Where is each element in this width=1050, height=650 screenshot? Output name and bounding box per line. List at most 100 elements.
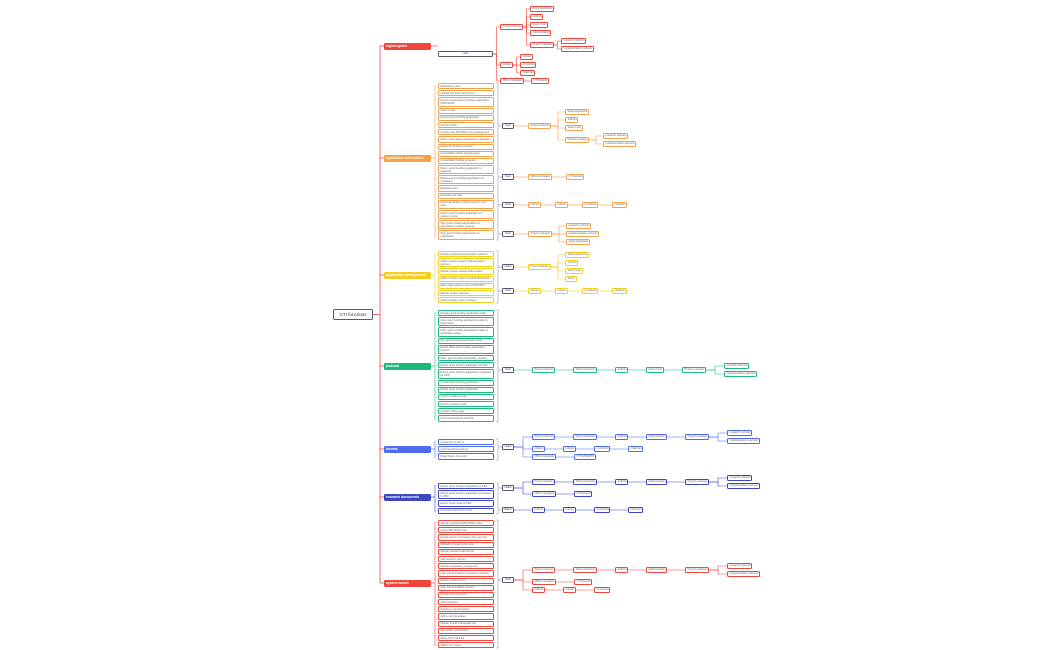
- role-node[interactable]: User: [502, 122, 514, 130]
- feature-item[interactable]: Add/complete project referees: [438, 297, 494, 304]
- feature-item[interactable]: Create forum theme: [438, 439, 494, 446]
- user-type-node[interactable]: chairman: [612, 201, 627, 209]
- user-type-node[interactable]: Alpha Applicants: [573, 478, 597, 486]
- feature-item[interactable]: Display items of company size type list: [438, 534, 494, 541]
- feature-item[interactable]: Export grant funding application evaluat…: [438, 369, 494, 379]
- feature-item[interactable]: Save a topic: [438, 107, 494, 114]
- user-type-node[interactable]: referee: [563, 586, 576, 594]
- user-type-node[interactable]: Authors: [615, 478, 628, 486]
- user-type-node[interactable]: Alpha Applicants: [565, 108, 589, 116]
- user-type-node[interactable]: research partners: [727, 474, 752, 482]
- feature-item[interactable]: Generate and send e-mail: [438, 507, 494, 514]
- feature-item[interactable]: Send link assigned with link: [438, 415, 494, 422]
- role-node[interactable]: User: [438, 50, 493, 58]
- user-type-node[interactable]: Office managers: [500, 77, 524, 85]
- feature-item[interactable]: Filter grant funding applications table …: [438, 317, 494, 327]
- user-type-node[interactable]: implementation partners: [603, 140, 636, 148]
- user-type-node[interactable]: Project manager: [682, 366, 706, 374]
- feature-item[interactable]: Map project partner with a PROSINO: [438, 282, 494, 289]
- feature-item[interactable]: Display instruction list: [438, 591, 494, 599]
- section-label[interactable]: system admin: [384, 579, 431, 587]
- feature-item[interactable]: Return grant funding application to appl…: [438, 165, 494, 175]
- feature-item[interactable]: Submit grant funding application: [438, 114, 494, 121]
- user-type-node[interactable]: Project manager: [685, 566, 709, 574]
- feature-item[interactable]: Add/complete project research/discussion: [438, 275, 494, 282]
- user-type-node[interactable]: Super User: [530, 21, 548, 29]
- user-type-node[interactable]: Super User: [565, 267, 583, 275]
- feature-item[interactable]: Export table grant funding application r…: [438, 344, 494, 354]
- feature-item[interactable]: Format check: [438, 121, 494, 129]
- user-type-node[interactable]: Office managers: [532, 453, 556, 461]
- section-label[interactable]: research documents: [384, 493, 431, 501]
- user-type-node[interactable]: Project partners: [528, 263, 551, 271]
- user-type-node[interactable]: research partners: [727, 562, 752, 570]
- feature-item[interactable]: Evaluate topic: [438, 185, 494, 192]
- feature-item[interactable]: Delete grant funding application: [438, 386, 494, 393]
- role-node[interactable]: Users: [502, 263, 514, 271]
- role-node[interactable]: Batch: [502, 506, 514, 514]
- user-type-node[interactable]: referee: [555, 287, 568, 295]
- feature-item[interactable]: Match CTI coach: [438, 642, 494, 649]
- user-type-node[interactable]: CTI Experts: [574, 578, 592, 586]
- user-type-node[interactable]: Project partners: [532, 366, 555, 374]
- feature-item[interactable]: Switch to online mode: [438, 401, 494, 408]
- user-type-node[interactable]: Alpha Applicants: [530, 5, 554, 13]
- user-type-node[interactable]: research partners: [603, 132, 628, 140]
- user-type-node[interactable]: chairman: [628, 506, 643, 514]
- feature-item[interactable]: Add, edit and delete consortium member: [438, 570, 494, 577]
- user-type-node[interactable]: Alpha Applicants: [573, 433, 597, 441]
- user-type-node[interactable]: referee: [500, 61, 513, 69]
- feature-item[interactable]: Return incomplete application to applica…: [438, 136, 494, 143]
- role-node[interactable]: User: [502, 173, 514, 181]
- feature-item[interactable]: Filter grant funding applications table …: [438, 327, 494, 337]
- feature-item[interactable]: Return grant funding application for ref…: [438, 210, 494, 220]
- user-type-node[interactable]: Authors: [565, 116, 578, 124]
- feature-item[interactable]: Display e-mail templates: [438, 606, 494, 613]
- feature-item[interactable]: Display positions list: [438, 577, 494, 584]
- feature-item[interactable]: Release grant funding application for ev…: [438, 175, 494, 185]
- user-type-node[interactable]: referee: [528, 287, 541, 295]
- user-type-node[interactable]: research partners: [566, 222, 591, 230]
- feature-item[interactable]: Evaluate sub topic: [438, 192, 494, 199]
- section-label[interactable]: application management: [384, 271, 431, 279]
- user-type-node[interactable]: research partners: [727, 429, 752, 437]
- feature-item[interactable]: Export grant funding application to PDF: [438, 483, 494, 490]
- feature-item[interactable]: Comment forum theme: [438, 446, 494, 453]
- user-type-node[interactable]: Alpha Applicants: [566, 238, 590, 246]
- user-type-node[interactable]: Project partners: [532, 478, 555, 486]
- user-type-node[interactable]: Project manager: [685, 478, 709, 486]
- user-type-node[interactable]: Office managers: [532, 490, 556, 498]
- user-type-node[interactable]: referee: [532, 586, 545, 594]
- user-type-node[interactable]: Alpha Applicants: [573, 366, 597, 374]
- feature-item[interactable]: Add/edit company size type: [438, 541, 494, 548]
- user-type-node[interactable]: research partners: [561, 37, 586, 45]
- user-type-node[interactable]: referee: [520, 53, 533, 61]
- user-type-node[interactable]: CTI EXPERTS: [574, 453, 596, 461]
- user-type-node[interactable]: co-referee: [594, 506, 610, 514]
- role-node[interactable]: User: [502, 576, 514, 584]
- feature-item[interactable]: Elaborate further requirements for sub t…: [438, 199, 494, 209]
- feature-item[interactable]: Show CTI coach list: [438, 635, 494, 642]
- user-type-node[interactable]: Project partners: [528, 122, 551, 130]
- user-type-node[interactable]: referee: [563, 506, 576, 514]
- feature-item[interactable]: Display registered PROSINO users: [438, 520, 494, 527]
- user-type-node[interactable]: chairman: [520, 69, 535, 77]
- feature-item[interactable]: Open grant funding application revision: [438, 354, 494, 362]
- user-type-node[interactable]: Project partners: [500, 23, 523, 31]
- user-type-node[interactable]: co-referee: [594, 445, 610, 453]
- feature-item[interactable]: Reply forum comment: [438, 453, 494, 460]
- feature-item[interactable]: Switch to offline mode: [438, 393, 494, 401]
- user-type-node[interactable]: implementation partners: [727, 570, 760, 578]
- user-type-node[interactable]: referee: [563, 445, 576, 453]
- feature-item[interactable]: Create grant funding application: [438, 379, 494, 386]
- feature-item[interactable]: Export grant funding application as PDF: [438, 362, 494, 369]
- section-label[interactable]: application information: [384, 154, 431, 162]
- user-type-node[interactable]: Authors: [615, 433, 628, 441]
- user-type-node[interactable]: Alpha Applicants: [565, 251, 589, 259]
- feature-item[interactable]: Display project referees: [438, 289, 494, 297]
- role-node[interactable]: Users: [502, 484, 514, 492]
- user-type-node[interactable]: Alpha Applicants: [573, 566, 597, 574]
- user-type-node[interactable]: CTI Experts: [531, 77, 549, 85]
- user-type-node[interactable]: implementation partners: [566, 230, 599, 238]
- user-type-node[interactable]: Project manager: [565, 136, 589, 144]
